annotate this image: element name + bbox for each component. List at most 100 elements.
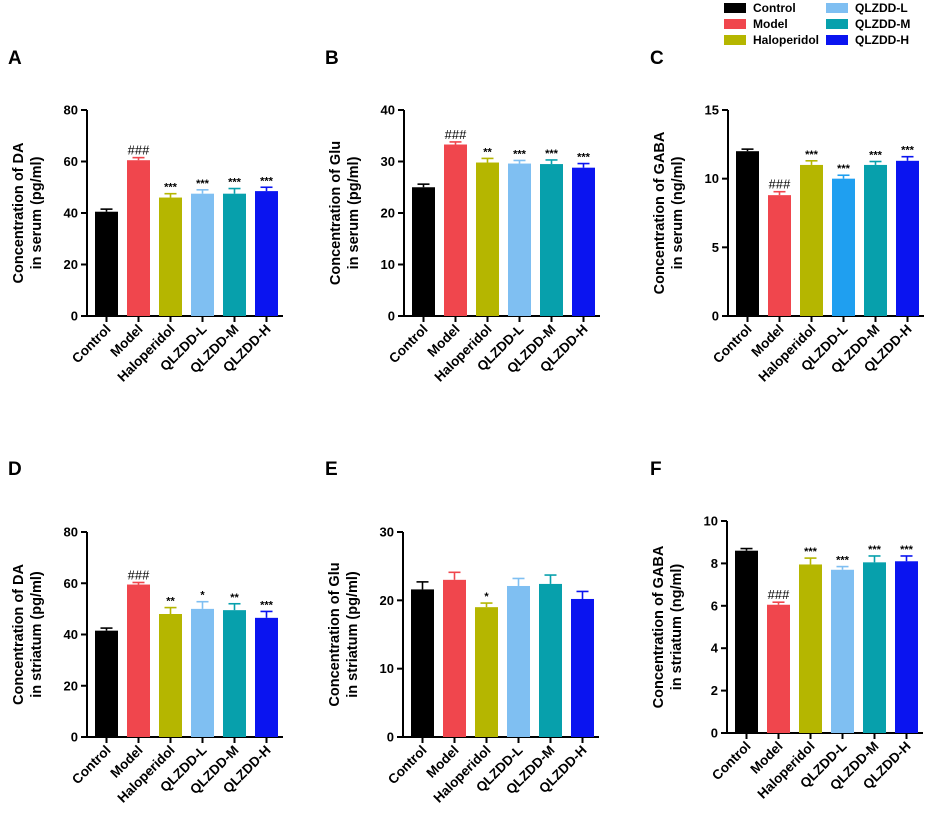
- y-tick-label: 0: [71, 730, 78, 745]
- legend-label: QLZDD-H: [855, 33, 909, 47]
- bar-control: [735, 550, 758, 733]
- y-tick-label: 15: [705, 103, 719, 118]
- significance-label: ***: [900, 544, 914, 556]
- bar-qlzdd-m: [540, 164, 563, 316]
- panel-f: F Concentration of GABA in striatum (ng/ml…: [650, 459, 923, 802]
- panel-letter: C: [650, 48, 664, 69]
- panel-letter: D: [8, 459, 22, 480]
- y-axis-title-line2: in striatum (pg/ml): [29, 571, 45, 698]
- significance-label: ###: [445, 127, 467, 142]
- y-tick-label: 0: [388, 309, 395, 324]
- legend-label: QLZDD-M: [855, 17, 910, 31]
- x-category-label: Control: [386, 322, 431, 367]
- y-axis-title-line1: Concentration of GABA: [651, 545, 667, 708]
- x-category-label: Control: [385, 743, 430, 788]
- bar-model: [127, 584, 150, 737]
- significance-label: ###: [768, 587, 790, 602]
- y-tick-label: 0: [712, 309, 719, 324]
- y-tick-label: 40: [64, 206, 78, 221]
- significance-label: **: [166, 596, 175, 608]
- legend-swatch: [724, 35, 746, 45]
- bar-qlzdd-m: [863, 562, 886, 733]
- y-axis-title-line2: in striatum (ng/ml): [669, 564, 685, 691]
- y-tick-label: 2: [711, 683, 718, 698]
- significance-label: ***: [868, 544, 882, 556]
- bar-haloperidol: [799, 564, 822, 733]
- legend-swatch: [724, 3, 746, 13]
- significance-label: ***: [836, 555, 850, 567]
- legend-label: QLZDD-L: [855, 1, 908, 15]
- legend-item: Control: [724, 1, 796, 15]
- bar-qlzdd-h: [255, 617, 278, 737]
- y-tick-label: 60: [64, 154, 78, 169]
- y-tick-label: 20: [64, 257, 78, 272]
- legend-label: Model: [753, 17, 788, 31]
- bar-qlzdd-h: [895, 561, 918, 733]
- bar-qlzdd-h: [571, 598, 594, 737]
- bar-control: [95, 630, 118, 737]
- significance-label: ###: [128, 567, 150, 582]
- bar-control: [95, 211, 118, 316]
- y-axis-title-line2: in striatum (pg/ml): [345, 571, 361, 698]
- bar-qlzdd-m: [864, 164, 887, 316]
- panel-c: C Concentration of GABA in serum (ng/ml) 0 5…: [650, 48, 924, 385]
- legend-item: QLZDD-M: [826, 17, 910, 31]
- bar-qlzdd-l: [831, 569, 854, 733]
- legend-label: Haloperidol: [753, 33, 819, 47]
- legend-swatch: [826, 19, 848, 29]
- bar-model: [444, 144, 467, 316]
- legend-item: Model: [724, 17, 788, 31]
- y-axis-title-line1: Concentration of DA: [11, 142, 27, 283]
- y-tick-label: 20: [380, 593, 394, 608]
- bar-model: [443, 579, 466, 737]
- significance-label: ***: [869, 150, 883, 162]
- y-tick-label: 80: [64, 525, 78, 540]
- y-tick-label: 30: [380, 525, 394, 540]
- y-tick-label: 40: [64, 627, 78, 642]
- legend: Control Model Haloperidol QLZDD-L QLZDD-M QLZ…: [724, 1, 910, 47]
- y-axis-title-line2: in serum (pg/ml): [29, 156, 45, 269]
- bar-qlzdd-h: [896, 160, 919, 316]
- x-category-label: Control: [709, 739, 754, 784]
- y-tick-label: 4: [711, 641, 719, 656]
- y-axis-title-line2: in serum (ng/ml): [670, 156, 686, 269]
- significance-label: ***: [196, 178, 210, 190]
- significance-label: **: [230, 592, 239, 604]
- legend-item: QLZDD-H: [826, 33, 909, 47]
- significance-label: ***: [260, 175, 274, 187]
- y-tick-label: 10: [704, 514, 718, 529]
- bar-qlzdd-l: [508, 163, 531, 316]
- bar-control: [736, 151, 759, 316]
- significance-label: ***: [260, 599, 274, 611]
- bar-haloperidol: [475, 607, 498, 737]
- bar-model: [768, 195, 791, 316]
- legend-label: Control: [753, 1, 796, 15]
- panel-d: D Concentration of DA in striatum (pg/ml) 0…: [8, 459, 283, 806]
- legend-swatch: [724, 19, 746, 29]
- panel-letter: E: [325, 459, 338, 480]
- x-category-label: Control: [69, 743, 114, 788]
- bar-haloperidol: [159, 197, 182, 316]
- bar-qlzdd-l: [832, 178, 855, 316]
- bar-qlzdd-m: [539, 583, 562, 737]
- y-tick-label: 80: [64, 103, 78, 118]
- panel-e: E Concentration of Glu in striatum (pg/ml)…: [325, 459, 599, 806]
- y-tick-label: 0: [71, 309, 78, 324]
- significance-label: ***: [901, 145, 915, 157]
- panel-a: A Concentration of DA in serum (pg/ml) 0 20 4…: [8, 48, 283, 385]
- significance-label: ***: [837, 163, 851, 175]
- bar-model: [127, 160, 150, 316]
- y-tick-label: 60: [64, 576, 78, 591]
- y-tick-label: 30: [381, 154, 395, 169]
- legend-item: QLZDD-L: [826, 1, 908, 15]
- y-tick-label: 6: [711, 598, 718, 613]
- panel-letter: A: [8, 48, 22, 69]
- significance-label: *: [200, 590, 205, 602]
- y-tick-label: 5: [712, 240, 719, 255]
- x-category-label: Control: [69, 322, 114, 367]
- significance-label: ***: [228, 177, 242, 189]
- legend-swatch: [826, 3, 848, 13]
- bar-qlzdd-h: [572, 167, 595, 316]
- bar-haloperidol: [159, 614, 182, 737]
